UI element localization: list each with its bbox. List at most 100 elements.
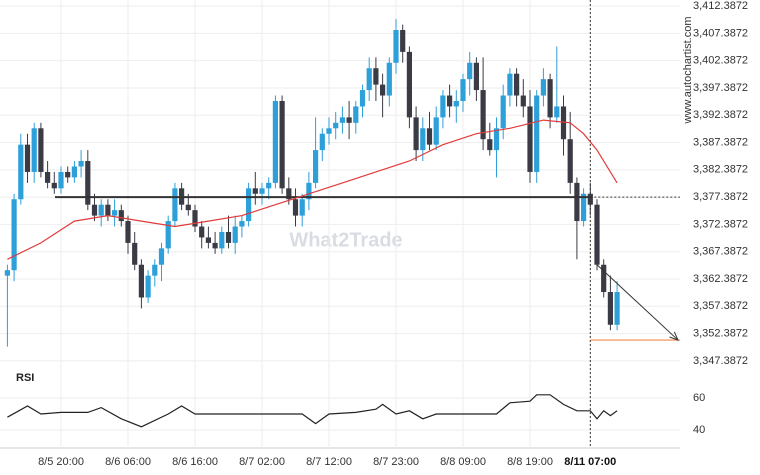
- y-tick-label: 3,367.3872: [693, 246, 748, 258]
- candle-body: [299, 199, 305, 216]
- candle-body: [447, 95, 453, 107]
- candle-body: [547, 79, 553, 118]
- y-tick-label: 3,347.3872: [693, 355, 748, 367]
- candle-body: [333, 122, 339, 129]
- candle-body: [306, 182, 312, 200]
- candle-body: [480, 90, 486, 140]
- candle-body: [98, 204, 104, 216]
- candle-body: [118, 210, 124, 222]
- candle-body: [440, 95, 446, 118]
- candle-body: [239, 221, 245, 227]
- candle-body: [420, 128, 426, 151]
- candle-body: [199, 226, 205, 238]
- candle-body: [38, 128, 44, 172]
- candle-body: [205, 237, 211, 243]
- candle-body: [380, 84, 386, 96]
- candle-body: [393, 30, 399, 63]
- candle-body: [540, 79, 546, 96]
- watermark: What2Trade: [289, 229, 402, 251]
- candle-body: [594, 204, 600, 265]
- candle-body: [467, 62, 473, 80]
- candle-body: [534, 95, 540, 172]
- y-tick-label: 3,352.3872: [693, 327, 748, 339]
- y-tick-label: 3,372.3872: [693, 218, 748, 230]
- candle-body: [487, 139, 493, 151]
- candle-body: [500, 95, 506, 129]
- y-tick-label: 3,357.3872: [693, 300, 748, 312]
- x-tick-label: 8/11 07:00: [564, 456, 616, 468]
- forecast-arrow-head: [669, 331, 679, 341]
- candle-body: [373, 68, 379, 85]
- candle-body: [453, 100, 459, 107]
- candle-body: [246, 188, 252, 222]
- y-tick-label: 3,402.3872: [693, 55, 748, 67]
- candle-body: [259, 188, 265, 194]
- candle-body: [65, 171, 71, 178]
- candle-body: [112, 210, 118, 216]
- candle-body: [266, 182, 272, 189]
- candle-body: [406, 51, 412, 118]
- candle-body: [18, 144, 24, 200]
- candle-body: [353, 106, 359, 123]
- candle-body: [132, 242, 138, 265]
- candle-body: [11, 199, 17, 271]
- candle-body: [225, 231, 232, 243]
- rsi-tick-label: 40: [693, 424, 705, 436]
- candle-body: [138, 264, 144, 298]
- candle-body: [252, 188, 258, 194]
- candle-body: [219, 231, 225, 249]
- candle-body: [433, 117, 439, 145]
- candle-body: [24, 144, 31, 172]
- candle-body: [85, 161, 91, 205]
- candle-body: [286, 188, 292, 200]
- rsi-tick-label: 60: [693, 392, 705, 404]
- candle-body: [145, 275, 151, 298]
- candle-body: [31, 128, 37, 172]
- candle-body: [473, 62, 479, 91]
- x-tick-label: 8/7 23:00: [373, 456, 419, 468]
- candle-body: [607, 292, 613, 325]
- x-tick-label: 8/7 02:00: [239, 456, 285, 468]
- x-tick-label: 8/8 09:00: [440, 456, 486, 468]
- candle-body: [4, 270, 10, 276]
- x-tick-label: 8/5 20:00: [38, 456, 84, 468]
- candle-body: [319, 133, 325, 151]
- candle-body: [527, 106, 533, 172]
- y-tick-label: 3,362.3872: [693, 273, 748, 285]
- candle-body: [574, 182, 580, 222]
- candle-body: [493, 128, 500, 151]
- candle-body: [192, 210, 198, 227]
- x-tick-label: 8/6 06:00: [105, 456, 151, 468]
- candle-body: [460, 79, 466, 101]
- x-tick-label: 8/7 12:00: [306, 456, 352, 468]
- candle-body: [313, 150, 319, 183]
- rsi-line: [7, 394, 618, 428]
- x-tick-label: 8/8 19:00: [507, 456, 553, 468]
- candle-body: [45, 171, 51, 183]
- candle-body: [507, 73, 513, 96]
- candle-body: [426, 128, 433, 145]
- site-watermark: www.autochartist.com: [682, 17, 694, 125]
- candle-body: [51, 182, 57, 189]
- y-tick-label: 3,382.3872: [693, 164, 748, 176]
- candle-body: [400, 30, 406, 52]
- candle-body: [185, 204, 191, 211]
- ema-line: [7, 119, 618, 260]
- candle-body: [292, 199, 299, 216]
- candle-body: [581, 193, 587, 222]
- candle-body: [587, 193, 593, 205]
- candle-body: [567, 139, 573, 183]
- x-tick-label: 8/6 16:00: [172, 456, 218, 468]
- candle-body: [386, 62, 392, 96]
- candle-body: [601, 264, 607, 293]
- candle-body: [366, 68, 372, 91]
- candle-body: [514, 73, 520, 96]
- candle-body: [58, 171, 64, 189]
- candle-body: [272, 100, 278, 183]
- candle-body: [614, 292, 620, 325]
- y-tick-label: 3,397.3872: [693, 82, 748, 94]
- candle-body: [125, 221, 131, 243]
- candle-body: [359, 90, 366, 107]
- forecast-arrow: [596, 264, 679, 341]
- candle-body: [520, 95, 526, 107]
